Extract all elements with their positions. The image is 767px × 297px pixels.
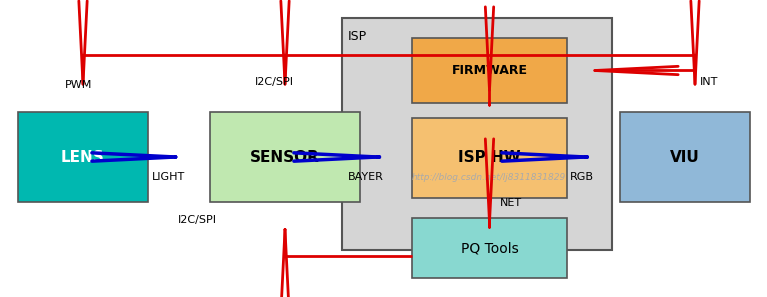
Text: ISP: ISP: [348, 30, 367, 43]
Bar: [620, 112, 750, 202]
Text: NET: NET: [500, 198, 522, 208]
Bar: [412, 118, 567, 198]
Bar: [412, 218, 567, 278]
Text: I2C/SPI: I2C/SPI: [178, 215, 217, 225]
Text: FIRMWARE: FIRMWARE: [452, 64, 528, 77]
Text: PWM: PWM: [65, 80, 92, 90]
Bar: [18, 112, 148, 202]
Text: http://blog.csdn.net/lj8311831829: http://blog.csdn.net/lj8311831829: [412, 173, 566, 182]
Text: ISP HW: ISP HW: [458, 151, 521, 165]
Bar: [210, 112, 360, 202]
Text: LENS: LENS: [61, 149, 105, 165]
Text: LIGHT: LIGHT: [152, 172, 186, 182]
Text: INT: INT: [700, 77, 719, 87]
Text: BAYER: BAYER: [348, 172, 384, 182]
Text: VIU: VIU: [670, 149, 700, 165]
Text: I2C/SPI: I2C/SPI: [255, 77, 294, 87]
Text: PQ Tools: PQ Tools: [461, 241, 518, 255]
Text: SENSOR: SENSOR: [250, 149, 320, 165]
Text: RGB: RGB: [570, 172, 594, 182]
Bar: [412, 38, 567, 103]
Bar: [342, 18, 612, 250]
